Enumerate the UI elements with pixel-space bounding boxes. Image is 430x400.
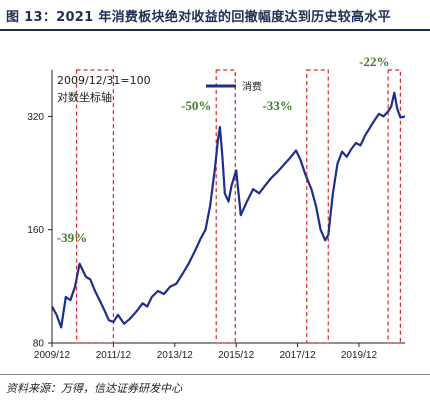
axis-note: 2009/12/31=100 [57,74,151,87]
drawdown-highlight-box [215,69,236,344]
drawdown-highlight-box [75,69,114,344]
y-tick-label: 320 [27,112,44,123]
x-tick-label: 2015/12 [218,350,255,361]
source-note: 资料来源：万得，信达证券研发中心 [6,382,182,395]
source-rule [0,374,430,375]
drawdown-highlight-box [306,69,329,344]
series-line-consumption [51,91,406,329]
drawdown-annotation: -33% [262,98,292,113]
drawdown-annotation: -39% [57,230,87,245]
figure-title: 图 13：2021 年消费板块绝对收益的回撤幅度达到历史较高水平 [6,10,391,25]
x-tick-label: 2013/12 [157,350,194,361]
x-tick-label: 2019/12 [341,350,378,361]
drawdown-highlight-box [387,69,401,344]
x-tick-label: 2009/12 [34,350,71,361]
title-rule [0,29,430,31]
x-tick-label: 2011/12 [96,350,132,361]
drawdown-annotation: -22% [359,54,389,69]
axis-note: 对数坐标轴 [57,90,112,104]
y-tick-label: 80 [33,339,45,350]
x-tick-label: 2017/12 [279,350,316,361]
drawdown-annotation: -50% [181,98,211,113]
legend-label: 消费 [242,80,262,93]
line-chart: 80 160 320 2009/12 2011/12 2013/12 2015/12 2017… [27,54,406,361]
y-tick-label: 160 [27,225,44,236]
